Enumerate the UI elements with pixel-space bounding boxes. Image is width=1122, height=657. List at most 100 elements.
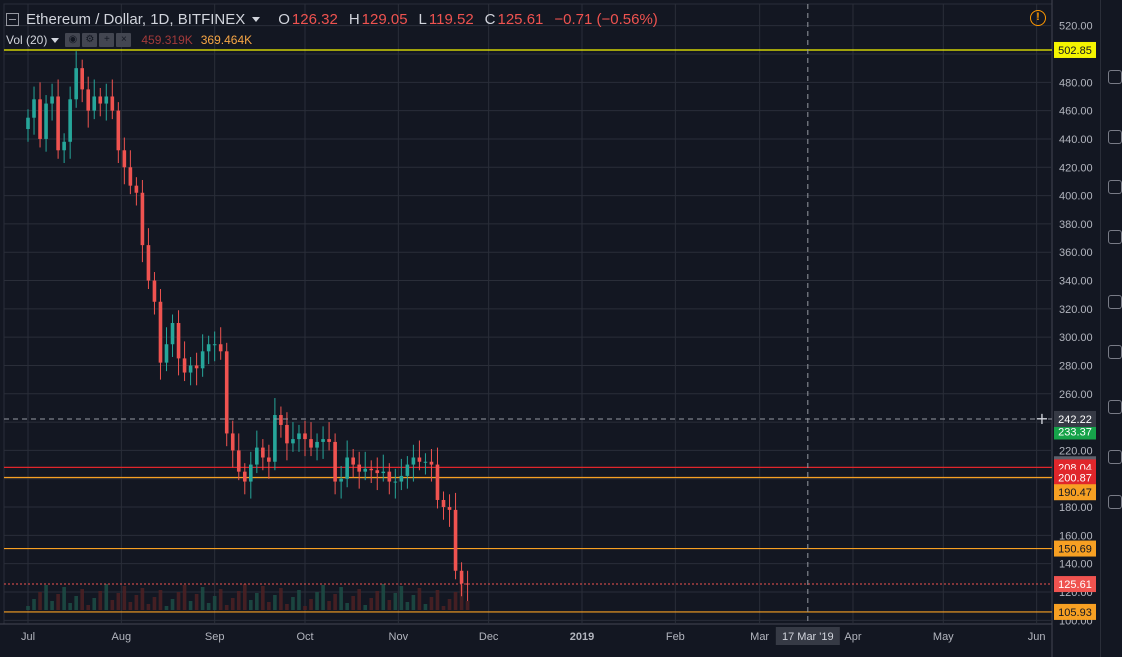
volume-bar	[453, 592, 458, 610]
candle-body	[242, 471, 247, 482]
volume-bar	[303, 606, 307, 610]
candle-body	[453, 509, 458, 571]
volume-bar	[116, 593, 121, 610]
candle-body	[381, 471, 386, 474]
candle-body	[92, 96, 97, 111]
candle-body	[399, 475, 404, 482]
volume-bar	[291, 597, 295, 610]
volume-bar	[104, 584, 109, 610]
volume-bar	[206, 603, 211, 610]
y-tick-label: 400.00	[1059, 191, 1093, 203]
settings-icon[interactable]: ⚙	[82, 33, 98, 47]
price-axis-label: 233.37	[1058, 426, 1092, 438]
volume-bar	[369, 598, 374, 610]
x-tick-label: 2019	[570, 631, 594, 643]
volume-bar	[134, 595, 139, 610]
volume-legend: Vol (20) ◉ ⚙ + × 459.319K 369.464K	[6, 32, 252, 48]
volume-bar	[98, 591, 103, 610]
candle-body	[206, 344, 211, 352]
symbol-title[interactable]: Ethereum / Dollar, 1D, BITFINEX	[26, 10, 246, 28]
candle-body	[152, 280, 157, 302]
candle-body	[80, 68, 85, 90]
candle-body	[50, 96, 54, 104]
toolbar-icon[interactable]	[1108, 230, 1122, 244]
alert-icon[interactable]: !	[1030, 10, 1046, 26]
volume-bar	[339, 587, 343, 610]
chat-icon[interactable]	[1108, 345, 1122, 359]
calendar-icon[interactable]	[1108, 450, 1122, 464]
volume-bar	[188, 601, 193, 610]
volume-bar	[164, 606, 169, 610]
candle-body	[465, 583, 470, 585]
candle-body	[309, 439, 313, 448]
volume-bar	[345, 603, 349, 610]
candle-body	[158, 301, 163, 363]
chevron-down-icon[interactable]	[51, 37, 60, 43]
volume-bar	[321, 585, 325, 610]
plus-icon[interactable]: +	[1035, 409, 1048, 428]
volume-bar	[128, 602, 133, 610]
candle-body	[140, 192, 145, 246]
candle-body	[411, 457, 416, 465]
low-value: 119.52	[428, 10, 474, 28]
y-tick-label: 320.00	[1059, 304, 1093, 316]
add-icon[interactable]: +	[99, 33, 115, 47]
candle-body	[188, 365, 193, 373]
volume-bar	[32, 599, 36, 610]
candle-body	[116, 110, 121, 151]
volume-bar	[242, 584, 247, 610]
volume-bar	[146, 604, 151, 610]
volume-bar	[399, 586, 404, 610]
volume-bar	[297, 590, 301, 610]
volume-bar	[50, 601, 54, 610]
toolbar-icon[interactable]	[1108, 180, 1122, 194]
volume-bar	[62, 587, 66, 610]
candle-body	[104, 96, 109, 104]
chevron-down-icon[interactable]	[252, 16, 261, 22]
candle-body	[279, 415, 283, 425]
volume-bar	[441, 606, 446, 610]
volume-bar	[279, 588, 283, 610]
candle-body	[375, 470, 380, 474]
broadcast-icon[interactable]	[1108, 400, 1122, 414]
candle-body	[26, 117, 30, 130]
collapse-icon[interactable]	[6, 12, 19, 26]
candle-body	[146, 245, 151, 281]
volume-bar	[267, 602, 271, 610]
candle-body	[333, 441, 337, 482]
volume-bar	[357, 589, 362, 610]
close-value: 125.61	[497, 10, 544, 28]
candle-body	[315, 441, 319, 448]
close-icon[interactable]: ×	[116, 33, 132, 47]
candle-body	[212, 344, 217, 346]
volume-bar	[411, 595, 416, 610]
volume-bar	[212, 596, 217, 610]
y-tick-label: 420.00	[1059, 162, 1093, 174]
x-tick-label: Feb	[666, 631, 685, 643]
toolbar-icon[interactable]	[1108, 130, 1122, 144]
x-tick-label: Sep	[205, 631, 225, 643]
eye-icon[interactable]: ◉	[65, 33, 81, 47]
volume-bar	[315, 592, 319, 610]
volume-bar	[435, 590, 440, 610]
chart-icon[interactable]	[1108, 495, 1122, 509]
y-tick-label: 520.00	[1059, 21, 1093, 33]
candle-body	[435, 464, 440, 500]
volume-bar	[255, 593, 259, 610]
open-value: 126.32	[291, 10, 338, 28]
x-tick-label: Dec	[479, 631, 499, 643]
candle-body	[98, 96, 103, 104]
price-axis-label: 190.47	[1058, 487, 1092, 499]
volume-bar	[182, 585, 187, 610]
chat-icon[interactable]	[1108, 295, 1122, 309]
candle-body	[297, 433, 301, 440]
x-tick-label: May	[933, 631, 954, 643]
y-tick-label: 160.00	[1059, 530, 1093, 542]
toolbar-icon[interactable]	[1108, 70, 1122, 84]
volume-title[interactable]: Vol (20)	[6, 33, 48, 47]
volume-bar	[309, 599, 313, 610]
price-axis-label: 125.61	[1058, 579, 1092, 591]
candle-body	[44, 103, 48, 139]
